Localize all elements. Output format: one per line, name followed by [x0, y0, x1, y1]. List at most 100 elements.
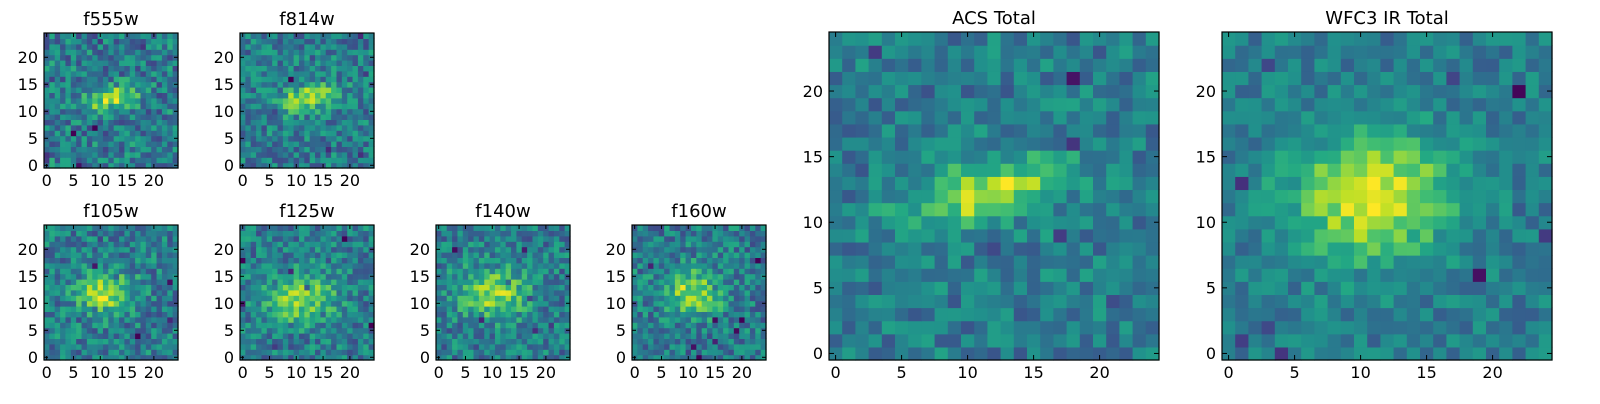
heatmap-cell [130, 136, 136, 142]
x-tick-label: 10 [286, 363, 306, 382]
heatmap-cell [98, 146, 104, 152]
heatmap-cell [261, 114, 267, 120]
heatmap-cell [1014, 124, 1028, 138]
y-tick-label: 10 [214, 102, 234, 121]
heatmap-cell [140, 241, 146, 247]
heatmap-cell [1341, 294, 1355, 308]
heatmap-cell [151, 114, 157, 120]
heatmap-cell [130, 82, 136, 88]
heatmap-cell [92, 82, 98, 88]
heatmap-cell [653, 279, 659, 285]
heatmap-cell [331, 55, 337, 61]
heatmap-cell [245, 225, 251, 231]
heatmap-cell [554, 322, 560, 328]
heatmap-cell [1394, 281, 1408, 295]
heatmap-cell [1106, 124, 1120, 138]
heatmap-cell [76, 146, 82, 152]
heatmap-cell [124, 295, 130, 301]
heatmap-cell [261, 82, 267, 88]
heatmap-cell [1512, 308, 1526, 322]
heatmap-cell [1106, 334, 1120, 348]
heatmap-cell [484, 290, 490, 296]
heatmap-cell [49, 44, 55, 50]
heatmap-cell [686, 301, 692, 307]
heatmap-cell [353, 268, 359, 274]
heatmap-cell [1420, 203, 1434, 217]
heatmap-cell [310, 322, 316, 328]
heatmap-cell [157, 71, 163, 77]
heatmap-cell [543, 241, 549, 247]
heatmap-cell [522, 241, 528, 247]
heatmap-cell [294, 284, 300, 290]
heatmap-cell [707, 306, 713, 312]
heatmap-cell [728, 252, 734, 258]
heatmap-cell [162, 38, 168, 44]
heatmap-cell [484, 230, 490, 236]
heatmap-cell [71, 252, 77, 258]
heatmap-cell [315, 103, 321, 109]
heatmap-cell [1080, 308, 1094, 322]
heatmap-cell [119, 38, 125, 44]
heatmap-cell [167, 49, 173, 55]
heatmap-cell [648, 252, 654, 258]
heatmap-cell [98, 60, 104, 66]
heatmap-cell [1328, 281, 1342, 295]
heatmap-cell [283, 295, 289, 301]
heatmap-cell [829, 71, 843, 85]
heatmap-cell [310, 114, 316, 120]
heatmap-cell [447, 317, 453, 323]
heatmap-cell [452, 263, 458, 269]
heatmap-cell [506, 247, 512, 253]
heatmap-cell [167, 82, 173, 88]
heatmap-cell [119, 284, 125, 290]
heatmap-cell [1433, 294, 1447, 308]
heatmap-cell [1288, 242, 1302, 256]
heatmap-cell [108, 136, 114, 142]
heatmap-cell [1119, 111, 1133, 125]
heatmap-cell [522, 247, 528, 253]
heatmap-cell [135, 87, 141, 93]
heatmap-cell [637, 301, 643, 307]
heatmap-cell [511, 263, 517, 269]
heatmap-cell [87, 349, 93, 355]
heatmap-cell [1053, 32, 1067, 46]
heatmap-cell [500, 311, 506, 317]
heatmap-cell [288, 301, 294, 307]
heatmap-cell [1080, 98, 1094, 112]
heatmap-cell [60, 338, 66, 344]
heatmap-cell [707, 301, 713, 307]
heatmap-cell [310, 55, 316, 61]
heatmap-cell [44, 125, 50, 131]
heatmap-cell [1222, 255, 1236, 269]
heatmap-cell [1027, 255, 1041, 269]
heatmap-cell [87, 257, 93, 263]
heatmap-cell [675, 338, 681, 344]
heatmap-cell [130, 141, 136, 147]
heatmap-cell [304, 225, 310, 231]
heatmap-cell [315, 87, 321, 93]
heatmap-cell [49, 125, 55, 131]
heatmap-cell [320, 65, 326, 71]
heatmap-cell [92, 60, 98, 66]
heatmap-cell [723, 322, 729, 328]
heatmap-cell [353, 279, 359, 285]
heatmap-cell [1314, 255, 1328, 269]
heatmap-cell [436, 241, 442, 247]
heatmap-cell [71, 114, 77, 120]
heatmap-cell [691, 274, 697, 280]
heatmap-cell [675, 301, 681, 307]
heatmap-cell [267, 290, 273, 296]
heatmap-cell [60, 49, 66, 55]
heatmap-cell [278, 317, 284, 323]
heatmap-cell [103, 236, 109, 242]
heatmap-cell [1539, 229, 1553, 243]
heatmap-cell [1526, 334, 1540, 348]
heatmap-cell [251, 114, 257, 120]
heatmap-cell [712, 236, 718, 242]
heatmap-cell [135, 306, 141, 312]
heatmap-cell [261, 349, 267, 355]
heatmap-cell [750, 349, 756, 355]
heatmap-cell [320, 109, 326, 115]
heatmap-cell [935, 255, 949, 269]
heatmap-cell [130, 71, 136, 77]
